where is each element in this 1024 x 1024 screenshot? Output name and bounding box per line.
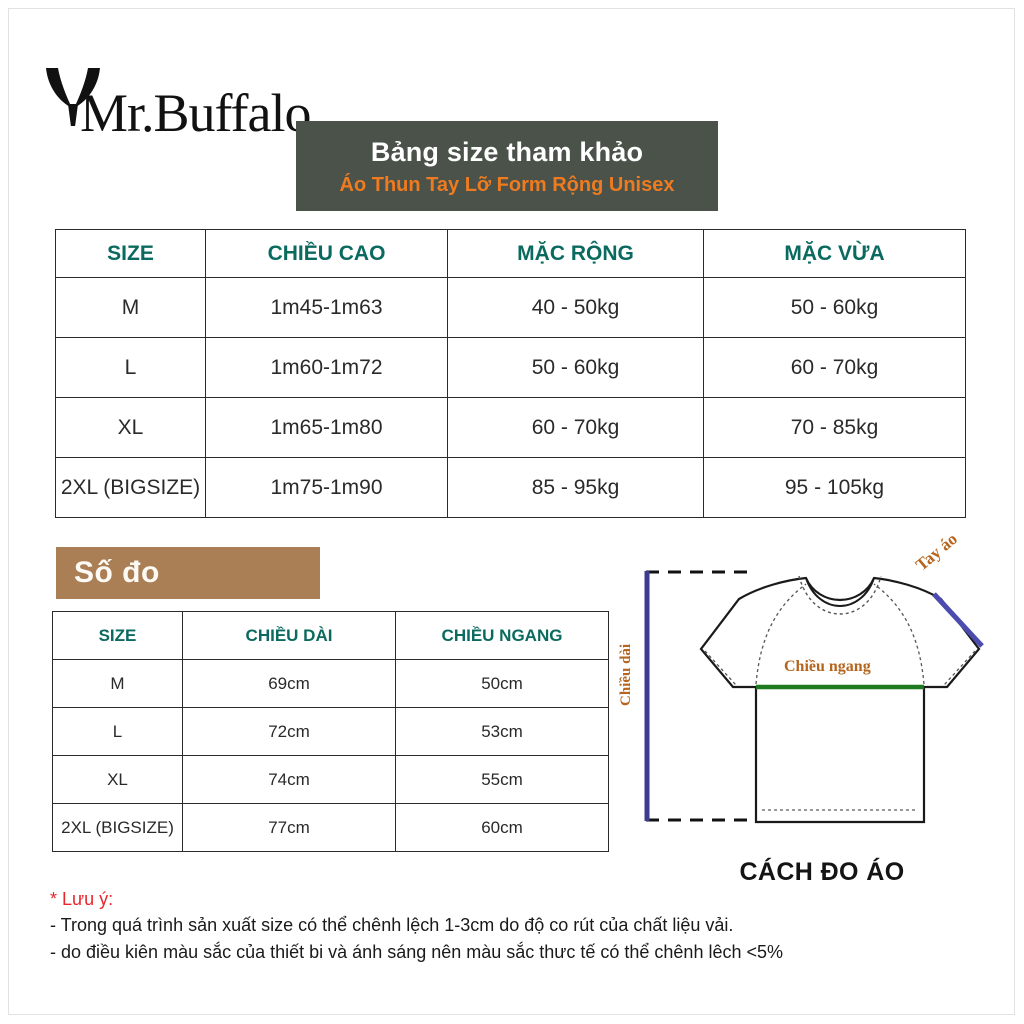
measurement-section-banner: Số đo — [56, 547, 320, 599]
cell-height: 1m45-1m63 — [205, 277, 448, 338]
cell-size: XL — [55, 397, 206, 458]
notes-block: * Lưu ý: - Trong quá trình sản xuất size… — [50, 886, 980, 966]
cell-size: 2XL (BIGSIZE) — [52, 803, 183, 852]
collar-stitch — [798, 575, 882, 615]
note-line: - do điều kiên màu sắc của thiết bi và á… — [50, 942, 783, 963]
tshirt-svg — [644, 570, 984, 824]
cell-width: 55cm — [395, 755, 609, 804]
cell-height: 1m60-1m72 — [205, 337, 448, 398]
title-banner: Bảng size tham khảo Áo Thun Tay Lỡ Form … — [296, 121, 718, 211]
tshirt-outline — [699, 576, 981, 824]
cell-loose: 50 - 60kg — [447, 337, 704, 398]
table-header-row: SIZE CHIỀU DÀI CHIỀU NGANG — [52, 611, 609, 660]
cell-length: 77cm — [182, 803, 396, 852]
header-size: SIZE — [55, 229, 206, 278]
right-sleeve-hem — [943, 650, 976, 686]
logo-wordmark: Mr.Buffalo — [80, 83, 311, 143]
table-row: L 1m60-1m72 50 - 60kg 60 - 70kg — [55, 337, 966, 398]
cell-loose: 40 - 50kg — [447, 277, 704, 338]
table-row: 2XL (BIGSIZE) 1m75-1m90 85 - 95kg 95 - 1… — [55, 457, 966, 518]
cell-height: 1m75-1m90 — [205, 457, 448, 518]
header-width: CHIỀU NGANG — [395, 611, 609, 660]
cell-fit: 60 - 70kg — [703, 337, 966, 398]
diagram-label-length: Chiều dài — [618, 643, 634, 706]
table-row: XL 74cm 55cm — [52, 755, 609, 804]
table-row: XL 1m65-1m80 60 - 70kg 70 - 85kg — [55, 397, 966, 458]
cell-width: 60cm — [395, 803, 609, 852]
notes-title: * Lưu ý: — [50, 889, 114, 909]
cell-length: 72cm — [182, 707, 396, 756]
table-row: L 72cm 53cm — [52, 707, 609, 756]
cell-width: 50cm — [395, 659, 609, 708]
cell-size: XL — [52, 755, 183, 804]
cell-size: M — [52, 659, 183, 708]
cell-loose: 85 - 95kg — [447, 457, 704, 518]
garment-measurement-table: SIZE CHIỀU DÀI CHIỀU NGANG M 69cm 50cm L… — [52, 611, 609, 852]
table-row: 2XL (BIGSIZE) 77cm 60cm — [52, 803, 609, 852]
header-length: CHIỀU DÀI — [182, 611, 396, 660]
cell-size: M — [55, 277, 206, 338]
measurement-section-label: Số đo — [74, 556, 160, 589]
buffalo-horns-icon — [46, 68, 100, 126]
collar-line — [805, 577, 875, 608]
diagram-label-width: Chiều ngang — [784, 658, 871, 675]
diagram-caption: CÁCH ĐO ÁO — [739, 858, 905, 886]
size-reference-table: SIZE CHIỀU CAO MẶC RỘNG MẶC VỪA M 1m45-1… — [55, 229, 966, 518]
banner-subtitle: Áo Thun Tay Lỡ Form Rộng Unisex — [339, 173, 675, 196]
right-shoulder-seam — [873, 583, 925, 685]
note-line: - Trong quá trình sản xuất size có thể c… — [50, 915, 734, 936]
cell-loose: 60 - 70kg — [447, 397, 704, 458]
cell-size: L — [52, 707, 183, 756]
cell-length: 74cm — [182, 755, 396, 804]
table-row: M 1m45-1m63 40 - 50kg 50 - 60kg — [55, 277, 966, 338]
header-fit: MẶC VỪA — [703, 229, 966, 278]
table-header-row: SIZE CHIỀU CAO MẶC RỘNG MẶC VỪA — [55, 229, 966, 278]
banner-title: Bảng size tham khảo — [370, 137, 644, 168]
table-row: M 69cm 50cm — [52, 659, 609, 708]
brand-logo: Mr.Buffalo — [38, 66, 311, 148]
cell-fit: 70 - 85kg — [703, 397, 966, 458]
cell-size: 2XL (BIGSIZE) — [55, 457, 206, 518]
cell-fit: 95 - 105kg — [703, 457, 966, 518]
header-size: SIZE — [52, 611, 183, 660]
sleeve-line — [932, 592, 984, 648]
header-height: CHIỀU CAO — [205, 229, 448, 278]
left-shoulder-seam — [755, 583, 807, 685]
header-loose: MẶC RỘNG — [447, 229, 704, 278]
cell-height: 1m65-1m80 — [205, 397, 448, 458]
cell-fit: 50 - 60kg — [703, 277, 966, 338]
tshirt-measurement-diagram: Chiều dài Chiều ngang Tay áo — [618, 529, 1010, 846]
left-sleeve-hem — [704, 650, 737, 686]
cell-length: 69cm — [182, 659, 396, 708]
cell-width: 53cm — [395, 707, 609, 756]
cell-size: L — [55, 337, 206, 398]
